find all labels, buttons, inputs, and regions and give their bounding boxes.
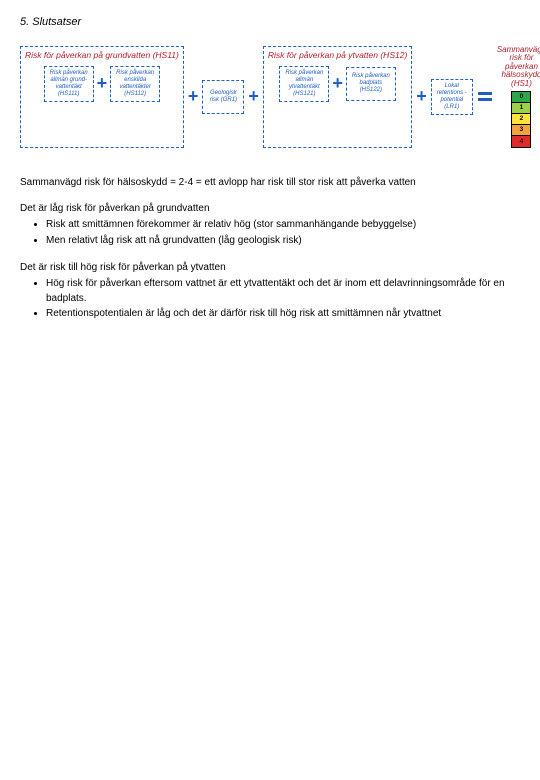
plus-icon: + (247, 46, 260, 148)
plus-icon: + (331, 73, 344, 94)
diagram-row: Risk för påverkan på grundvatten (HS11) … (20, 46, 520, 148)
group-grundvatten: Risk för påverkan på grundvatten (HS11) … (20, 46, 184, 148)
subheading-grundvatten: Det är låg risk för påverkan på grundvat… (20, 203, 520, 214)
box-hs122: Risk påverkan badplats (HS122) (346, 67, 396, 101)
box-hs112: Risk påverkan enskilda vattentäkter (HS1… (110, 66, 160, 102)
plus-icon: + (187, 46, 200, 148)
scale-cell: 3 (512, 125, 530, 136)
group-body-grundvatten: Risk påverkan allmän grund- vattentäkt (… (21, 62, 183, 108)
group-ytvatten: Risk för påverkan på ytvatten (HS12) Ris… (263, 46, 412, 148)
result-title: Sammanvägd risk för påverkan hälsoskydd … (497, 46, 540, 88)
list-item: Retentionspotentialen är låg och det är … (46, 307, 520, 322)
plus-icon: + (415, 46, 428, 148)
plus-icon: + (96, 73, 109, 94)
box-geologisk: Geologisk risk (GR1) (202, 80, 244, 114)
group-title-grundvatten: Risk för påverkan på grundvatten (HS11) (21, 47, 183, 62)
summary-paragraph: Sammanvägd risk för hälsoskydd = 2-4 = e… (20, 176, 520, 190)
equals-icon (476, 46, 494, 148)
scale-cell: 2 (512, 114, 530, 125)
list-grundvatten: Risk att smittämnen förekommer är relati… (20, 218, 520, 248)
box-hs111: Risk påverkan allmän grund- vattentäkt (… (44, 66, 94, 102)
result-col: Sammanvägd risk för påverkan hälsoskydd … (497, 46, 540, 148)
list-item: Risk att smittämnen förekommer är relati… (46, 218, 520, 233)
risk-scale: 01234 (511, 91, 531, 148)
group-title-ytvatten: Risk för påverkan på ytvatten (HS12) (264, 47, 411, 62)
list-item: Men relativt låg risk att nå grundvatten… (46, 234, 520, 249)
list-item: Hög risk för påverkan eftersom vattnet ä… (46, 277, 520, 306)
scale-cell: 0 (512, 92, 530, 103)
subheading-ytvatten: Det är risk till hög risk för påverkan p… (20, 262, 520, 273)
box-hs121: Risk påverkan allmän ytvattentäkt (HS121… (279, 66, 329, 102)
box-retention: Lokal retentions -potential (LR1) (431, 79, 473, 115)
section-title: 5. Slutsatser (20, 16, 520, 28)
list-ytvatten: Hög risk för påverkan eftersom vattnet ä… (20, 277, 520, 322)
group-body-ytvatten: Risk påverkan allmän ytvattentäkt (HS121… (264, 62, 411, 108)
scale-cell: 4 (512, 136, 530, 147)
scale-cell: 1 (512, 103, 530, 114)
